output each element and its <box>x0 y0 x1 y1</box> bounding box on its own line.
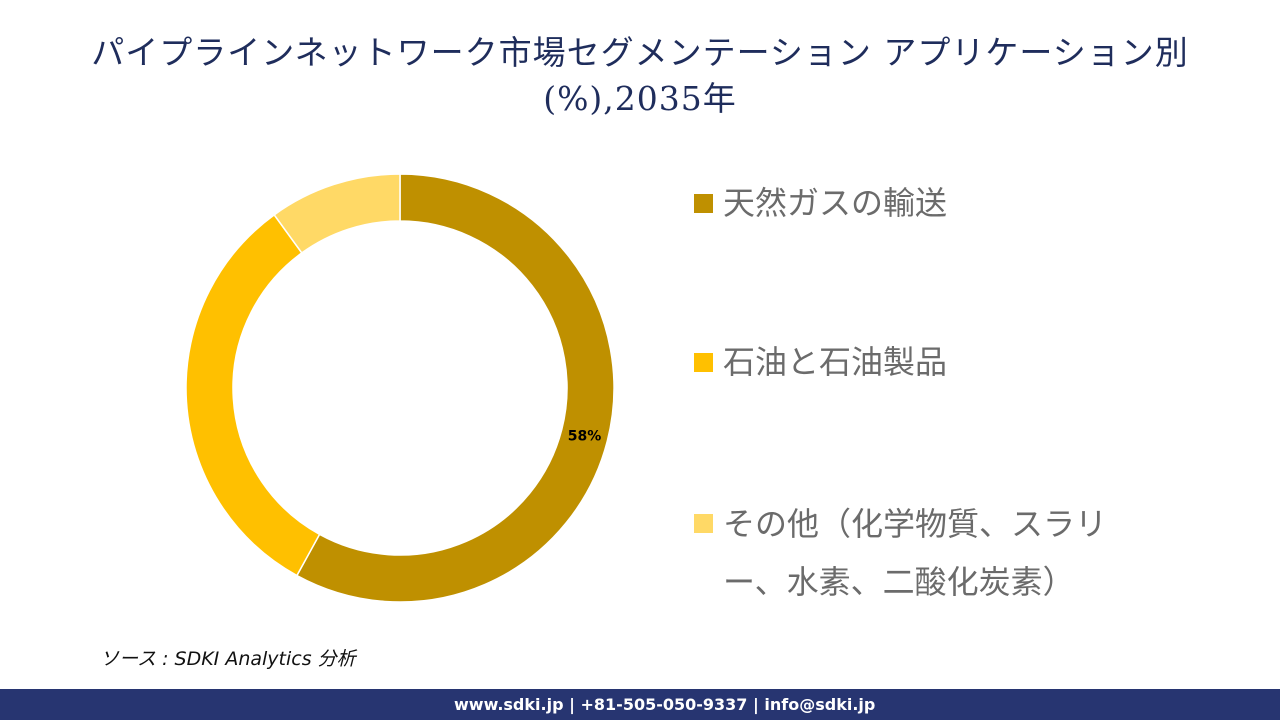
donut-slice-1 <box>185 213 321 577</box>
data-label-0: 58% <box>568 428 602 444</box>
legend-item-oil: 石油と石油製品 <box>694 334 1154 390</box>
legend-item-natural-gas: 天然ガスの輸送 <box>694 175 1154 231</box>
source-note: ソース : SDKI Analytics 分析 <box>100 648 356 670</box>
legend-label: 天然ガスの輸送 <box>723 184 948 222</box>
legend-item-other: その他（化学物質、スラリー、水素、二酸化炭素） <box>694 495 1134 611</box>
title-line-1: パイプラインネットワーク市場セグメンテーション アプリケーション別 <box>91 33 1189 72</box>
donut-slice-2 <box>273 173 401 254</box>
legend-label: 石油と石油製品 <box>723 343 948 381</box>
footer-contact: www.sdki.jp | +81-505-050-9337 | info@sd… <box>454 695 876 714</box>
legend-swatch <box>694 194 713 213</box>
legend-swatch <box>694 514 713 533</box>
donut-slice-0 <box>295 173 615 603</box>
footer-bar: www.sdki.jp | +81-505-050-9337 | info@sd… <box>0 689 1280 720</box>
legend-swatch <box>694 353 713 372</box>
legend-label: その他（化学物質、スラリー、水素、二酸化炭素） <box>723 505 1108 601</box>
chart-title: パイプラインネットワーク市場セグメンテーション アプリケーション別 (%),20… <box>0 30 1280 122</box>
title-line-2: (%),2035年 <box>543 79 737 118</box>
